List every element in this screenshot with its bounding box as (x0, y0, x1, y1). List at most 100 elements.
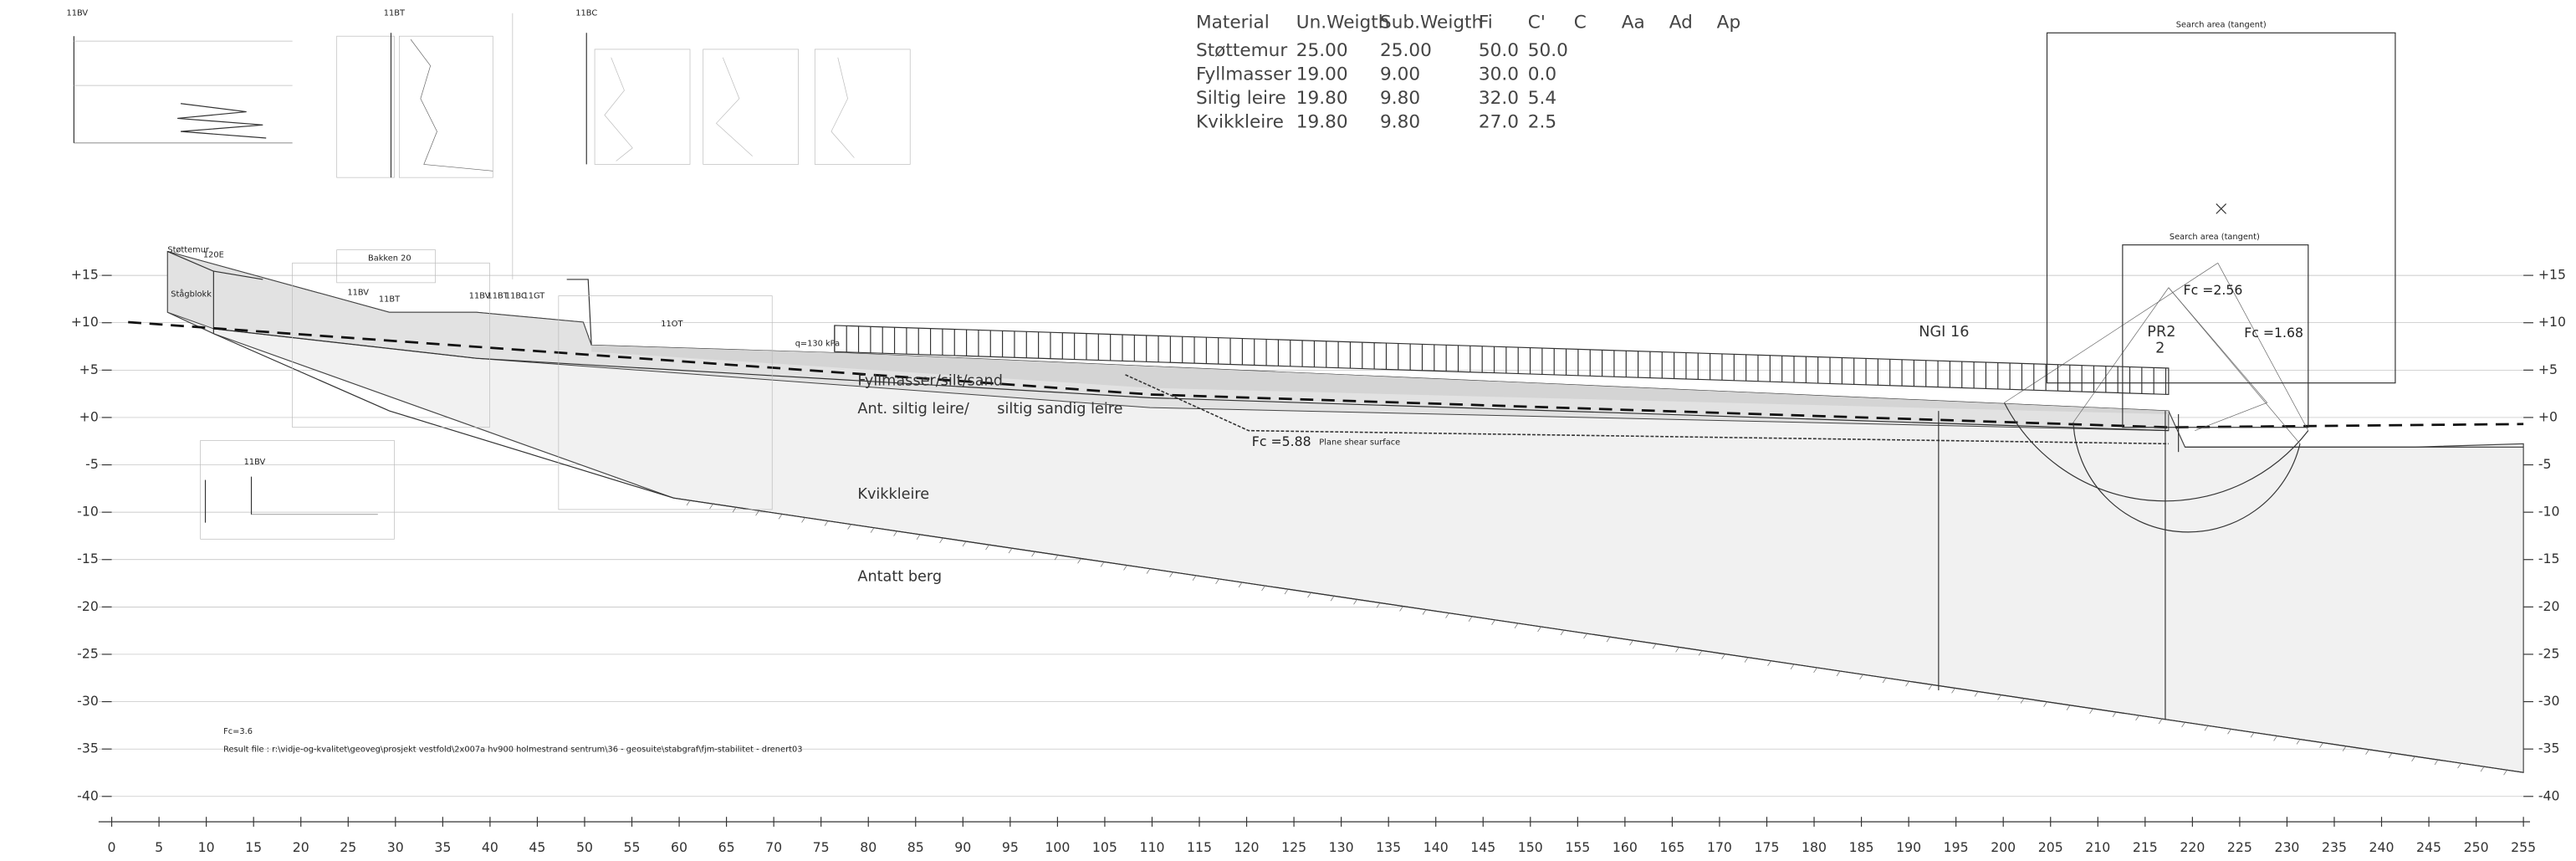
x-tick-label: 130 (1329, 839, 1354, 855)
bedrock-hatch (1239, 582, 1242, 587)
bedrock-hatch (1630, 640, 1633, 645)
bedrock-hatch (1285, 589, 1288, 594)
layer-label: Kvikkleire (857, 486, 929, 503)
x-tick-label: 235 (2322, 839, 2347, 855)
y-tick-label: +5 (2538, 361, 2558, 377)
table-cell: Siltig leire (1196, 88, 1286, 109)
label: NGI 16 (1919, 324, 1969, 341)
bedrock-hatch (2136, 715, 2139, 720)
bedrock-hatch (1975, 691, 1978, 696)
x-tick-label: 95 (1002, 839, 1019, 855)
search-areas (2047, 33, 2395, 427)
y-tick-label: +15 (2538, 267, 2566, 283)
x-tick-label: 120 (1234, 839, 1260, 855)
x-tick-label: 165 (1659, 839, 1684, 855)
bedrock-hatch (2435, 760, 2438, 765)
x-tick-label: 20 (293, 839, 309, 855)
x-tick-label: 185 (1849, 839, 1874, 855)
x-tick-label: 250 (2464, 839, 2489, 855)
bedrock-hatch (756, 510, 759, 515)
x-tick-label: 85 (907, 839, 924, 855)
bedrock-hatch (1492, 620, 1495, 625)
y-tick-label: -10 (2538, 504, 2560, 520)
bedrock-hatch (2067, 705, 2070, 710)
label: Stågblokk (171, 289, 212, 300)
table-cell: 19.80 (1296, 111, 1348, 132)
bedrock-hatch (1837, 671, 1840, 676)
bedrock-hatch (1354, 599, 1357, 604)
result-label: Fc=3.6 (223, 727, 253, 736)
borehole-label: 11BV (67, 9, 89, 18)
safety-factor: Fc =5.88 (1252, 433, 1311, 449)
bedrock-hatch (1561, 630, 1564, 635)
x-tick-label: 170 (1707, 839, 1732, 855)
bedrock-hatch (2389, 753, 2392, 758)
bedrock-hatch (2113, 712, 2116, 717)
x-tick-label: 90 (954, 839, 971, 855)
x-tick-label: 100 (1045, 839, 1070, 855)
x-tick-label: 70 (765, 839, 782, 855)
x-tick-label: 15 (245, 839, 262, 855)
x-tick-label: 180 (1802, 839, 1827, 855)
borehole-charts-part (595, 49, 690, 165)
table-header: Ad (1669, 13, 1693, 33)
table-cell: 25.00 (1380, 40, 1432, 61)
bedrock-hatch (1469, 617, 1472, 622)
bedrock-hatch (2412, 756, 2415, 761)
x-tick-label: 205 (2038, 839, 2063, 855)
table-header: Material (1196, 13, 1270, 33)
table-cell: Fyllmasser (1196, 64, 1291, 85)
bedrock-hatch (1101, 562, 1104, 567)
y-tick-label: -30 (77, 693, 99, 709)
bedrock-hatch (1791, 664, 1794, 669)
layer-label: siltig sandig leire (997, 401, 1122, 418)
x-tick-label: 135 (1376, 839, 1401, 855)
bedrock-hatch (2297, 740, 2300, 745)
x-tick-label: 245 (2416, 839, 2441, 855)
bedrock-hatch (2320, 743, 2323, 748)
x-tick-label: 155 (1565, 839, 1590, 855)
load-label: q=130 kPa (795, 340, 840, 349)
x-tick-label: 35 (434, 839, 451, 855)
y-tick-label: -15 (77, 551, 99, 566)
table-cell: 9.00 (1380, 64, 1420, 85)
y-tick-label: -15 (2538, 551, 2560, 566)
borehole-label: 11OT (661, 320, 683, 329)
safety-factor: Fc =1.68 (2244, 325, 2303, 341)
material-table: MaterialUn.WeigthSub.WeigthFiC'CAaAdApSt… (1196, 13, 1740, 133)
bedrock-hatch (2274, 736, 2277, 741)
borehole-label: 11BV (347, 289, 369, 298)
table-cell: 30.0 (1479, 64, 1519, 85)
borehole-label: 11BV (244, 458, 266, 467)
x-tick-label: 40 (482, 839, 498, 855)
x-tick-label: 150 (1518, 839, 1543, 855)
x-tick-label: 175 (1755, 839, 1780, 855)
y-tick-label: +0 (2538, 408, 2558, 424)
bedrock-hatch (1676, 647, 1679, 652)
x-tick-label: 160 (1613, 839, 1638, 855)
y-tick-label: -25 (2538, 645, 2560, 661)
label: 2 (2155, 340, 2165, 356)
bedrock-hatch (779, 514, 782, 519)
x-tick-label: 0 (108, 839, 116, 855)
y-tick-label: +5 (79, 361, 99, 377)
bedrock-hatch (1653, 643, 1656, 648)
borehole-label: 11BC (575, 9, 597, 18)
table-cell: 0.0 (1528, 64, 1556, 85)
bedrock-hatch (1147, 569, 1150, 574)
bedrock-hatch (1929, 684, 1932, 689)
bedrock-hatch (963, 541, 966, 546)
borehole-label: 120E (203, 250, 224, 259)
x-tick-label: 115 (1187, 839, 1212, 855)
bedrock-hatch (1423, 610, 1426, 615)
table-cell: 32.0 (1479, 88, 1519, 109)
bedrock-hatch (1607, 637, 1610, 642)
borehole-charts-part (716, 58, 752, 156)
y-tick-label: +10 (71, 314, 99, 330)
x-tick-label: 220 (2180, 839, 2205, 855)
bedrock-hatch (2251, 732, 2254, 737)
y-tick-label: -35 (2538, 741, 2560, 756)
y-tick-label: +15 (71, 267, 99, 283)
bedrock-hatch (1331, 596, 1334, 601)
